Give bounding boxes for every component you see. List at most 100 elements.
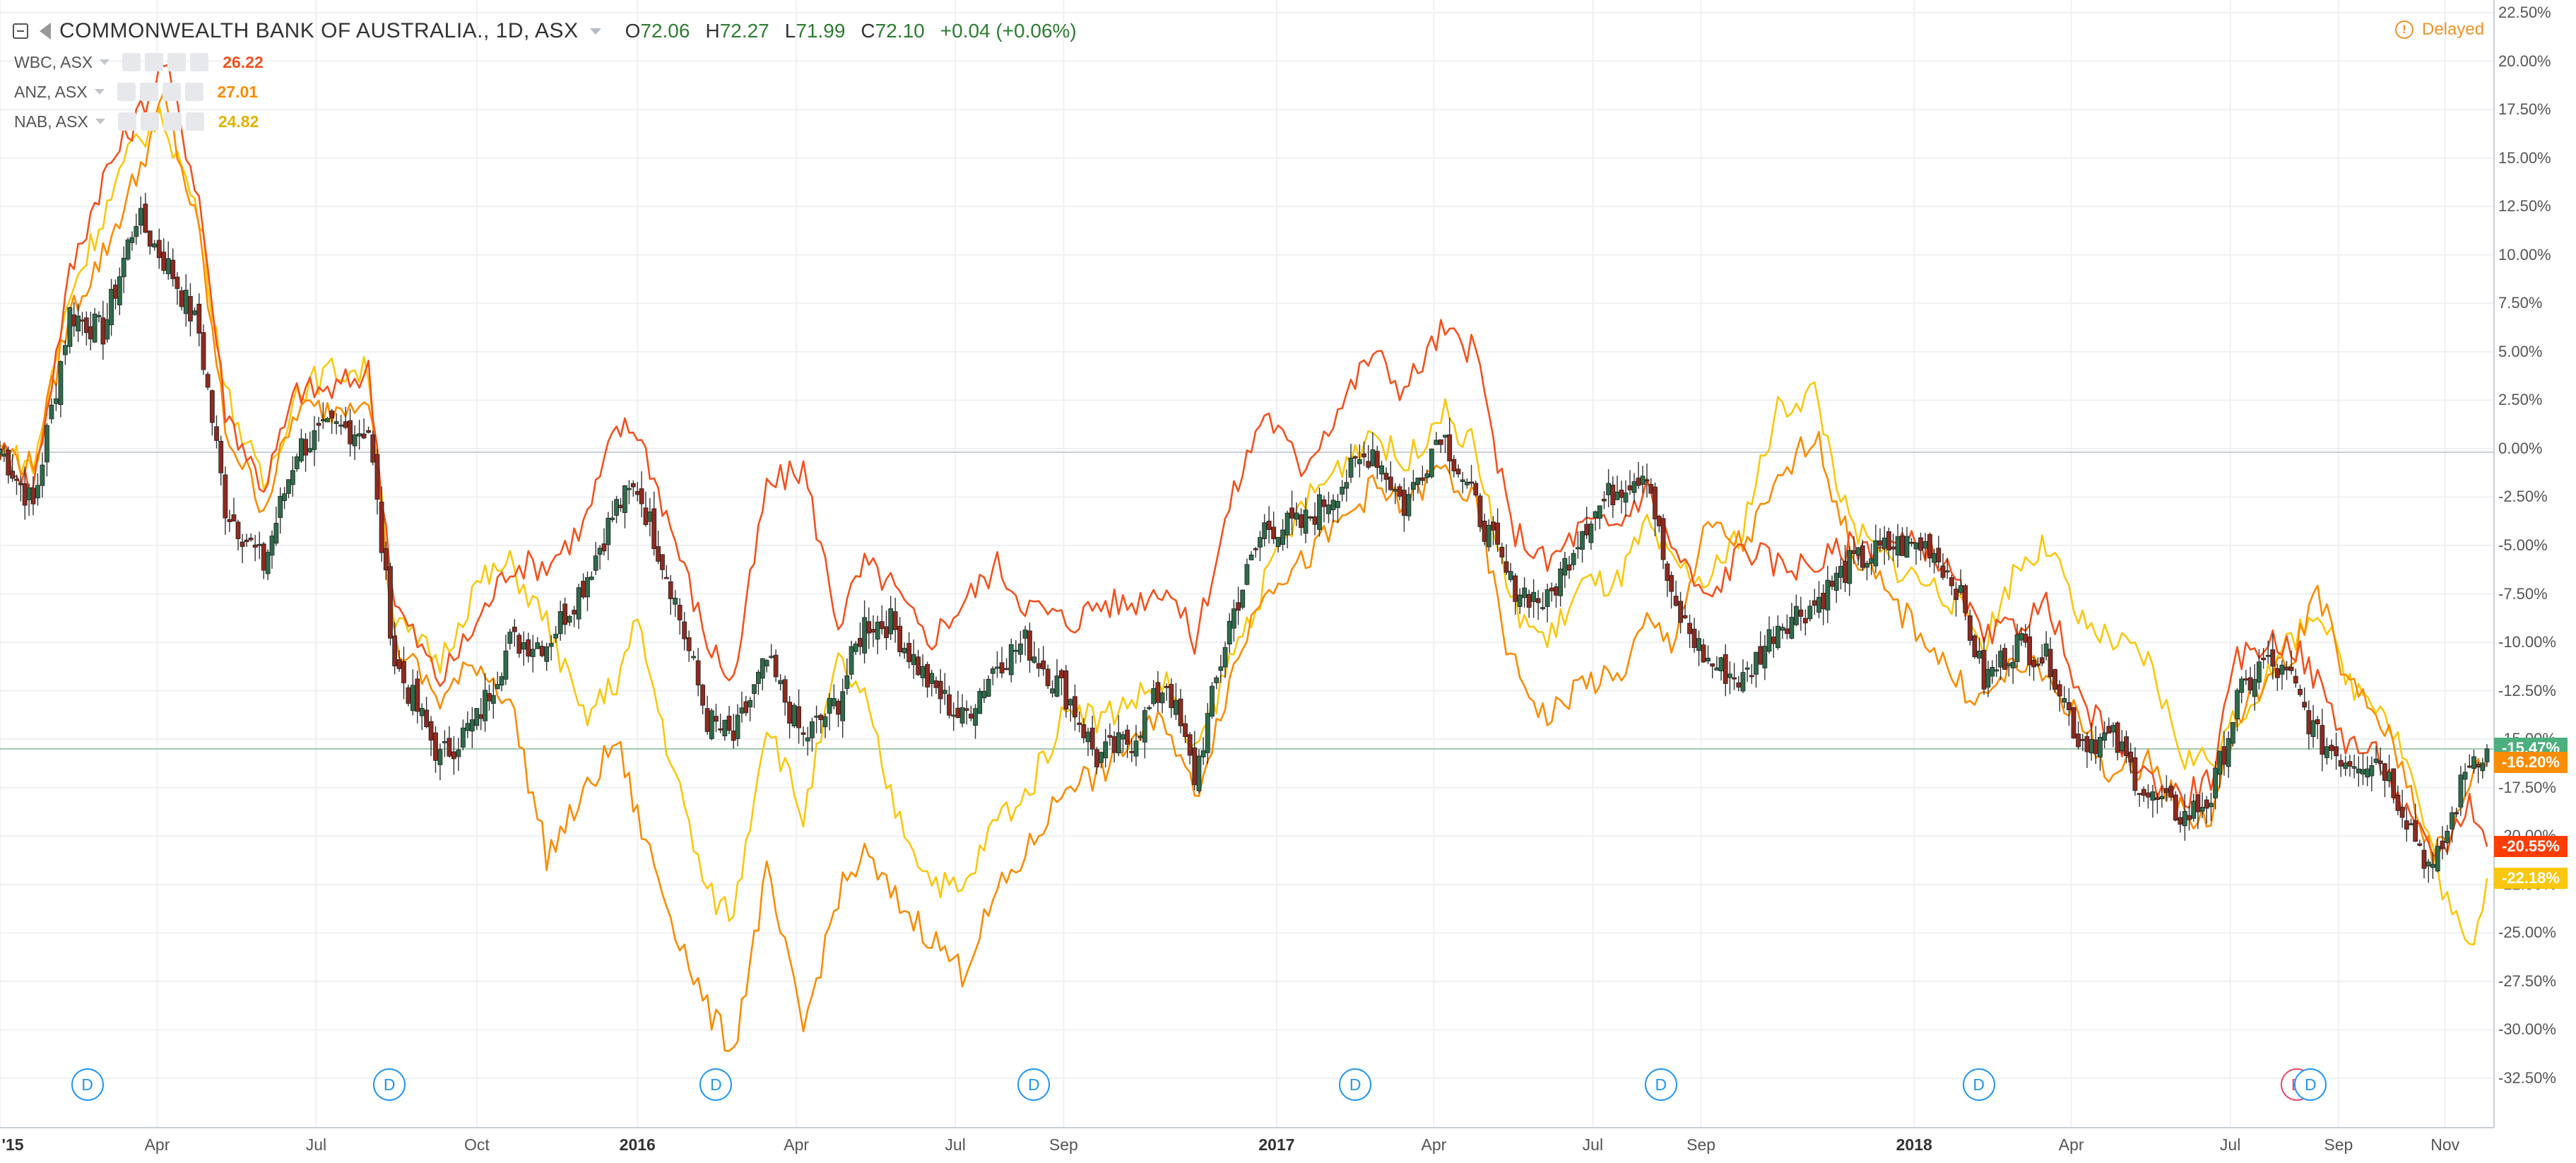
candle-body [1022, 630, 1028, 639]
series-line-anz[interactable] [0, 90, 2488, 1052]
close-icon[interactable] [185, 112, 204, 131]
candle-body [507, 632, 513, 644]
candle-body [539, 646, 545, 656]
visibility-icon[interactable] [122, 53, 141, 71]
candle-body [1508, 571, 1513, 580]
visibility-icon[interactable] [117, 83, 136, 101]
candle-body [499, 676, 504, 686]
symbol-menu-caret-icon[interactable] [589, 28, 601, 35]
candle-body [2014, 634, 2020, 662]
candle-body [248, 537, 254, 541]
legend-anz-name[interactable]: ANZ, ASX [14, 82, 88, 101]
candle-body [437, 749, 443, 765]
candle-body [2088, 739, 2094, 754]
legend-nab[interactable]: NAB, ASX 24.82 [14, 108, 259, 135]
candle-body [1812, 600, 1817, 606]
candle-body [1111, 736, 1117, 753]
candle-body [1397, 486, 1402, 497]
candle-body [316, 423, 321, 426]
legend-wbc[interactable]: WBC, ASX 26.22 [14, 49, 264, 76]
flag-icon[interactable] [40, 23, 51, 40]
candle-body [1718, 657, 1724, 672]
candle-body [1789, 617, 1795, 639]
settings-icon[interactable] [139, 83, 158, 101]
candle-body [668, 581, 673, 599]
candle-body [1486, 524, 1491, 548]
candle-body [1793, 606, 1799, 625]
x-tick-label: Jul [2219, 1135, 2241, 1154]
dividend-marker[interactable]: D [373, 1068, 406, 1101]
candle-body [1918, 537, 1923, 551]
candle-body [1927, 533, 1932, 559]
x-tick-label: 2016 [619, 1135, 656, 1154]
candle-body [1299, 514, 1304, 529]
legend-anz[interactable]: ANZ, ASX 27.01 [14, 78, 258, 105]
x-tick-label: Apr [784, 1135, 810, 1154]
more-icon[interactable] [162, 83, 181, 101]
candle-body [1004, 668, 1010, 671]
chevron-down-icon[interactable] [95, 119, 105, 124]
legend-wbc-name[interactable]: WBC, ASX [14, 52, 93, 71]
candle-body [6, 449, 11, 476]
x-tick-label: Jul [1582, 1135, 1604, 1154]
candle-body [2279, 664, 2285, 675]
candle-body [370, 434, 376, 463]
candle-body [2310, 720, 2316, 737]
settings-icon[interactable] [145, 53, 164, 71]
series-line-nab[interactable] [0, 107, 2488, 946]
dividend-marker[interactable]: D [1962, 1068, 1995, 1101]
candle-body [1192, 748, 1198, 786]
more-icon[interactable] [167, 53, 187, 71]
candle-body [1531, 591, 1537, 602]
more-icon[interactable] [163, 112, 182, 131]
delayed-label: Delayed [2422, 20, 2485, 39]
legend-nab-name[interactable]: NAB, ASX [14, 112, 88, 131]
dividend-marker[interactable]: D [1339, 1068, 1372, 1101]
collapse-icon[interactable] [13, 23, 28, 39]
visibility-icon[interactable] [117, 112, 136, 131]
candle-body [1994, 669, 1999, 672]
candle-body [18, 483, 23, 485]
dividend-marker[interactable]: D [71, 1068, 104, 1101]
candle-body [460, 727, 466, 748]
candle-body [1415, 478, 1421, 485]
candle-body [2257, 661, 2262, 683]
dividend-marker[interactable]: D [699, 1068, 733, 1101]
chevron-down-icon[interactable] [94, 89, 105, 95]
candle-body [352, 434, 358, 447]
candle-body [2006, 663, 2011, 667]
candle-body [2377, 760, 2383, 764]
settings-icon[interactable] [140, 112, 159, 131]
candle-body [553, 634, 559, 639]
dividend-marker[interactable]: D [1017, 1068, 1051, 1101]
candle-body [1469, 481, 1474, 484]
close-icon[interactable] [184, 83, 203, 101]
series-line-wbc[interactable] [0, 63, 2488, 858]
delayed-badge[interactable]: ! Delayed [2395, 17, 2484, 42]
legend-anz-value: 27.01 [217, 82, 259, 101]
close-icon[interactable] [190, 53, 209, 71]
chevron-down-icon[interactable] [100, 59, 110, 65]
symbol-title[interactable]: COMMONWEALTH BANK OF AUSTRALIA., 1D, ASX [59, 19, 579, 42]
candle-body [1881, 537, 1887, 549]
candle-body [1317, 494, 1322, 530]
candle-body [1383, 473, 1389, 480]
candle-body [1580, 531, 1585, 550]
candle-body [955, 707, 961, 718]
x-tick-label: 2018 [1896, 1135, 1932, 1154]
y-tick-label: -30.00% [2498, 1020, 2556, 1039]
candle-body [170, 259, 176, 280]
candle-body [2417, 843, 2423, 846]
candle-body [343, 421, 348, 428]
candle-body [503, 650, 509, 680]
y-tick-label: 22.50% [2498, 4, 2551, 21]
candle-body [814, 715, 820, 718]
candle-body [361, 433, 367, 439]
candle-body [1121, 734, 1125, 740]
dividend-marker[interactable]: D [1644, 1068, 1677, 1101]
candle-body [639, 488, 644, 504]
y-tick-label: -32.50% [2498, 1069, 2556, 1087]
dividend-marker[interactable]: D [2294, 1068, 2327, 1101]
candle-body [2098, 736, 2103, 757]
